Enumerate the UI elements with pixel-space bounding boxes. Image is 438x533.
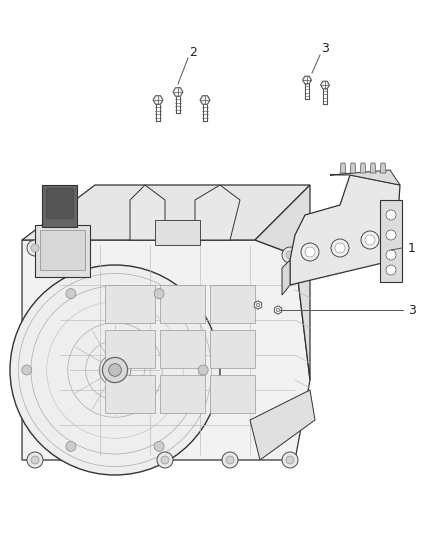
Circle shape	[305, 247, 315, 257]
Circle shape	[331, 239, 349, 257]
Polygon shape	[130, 185, 165, 240]
Circle shape	[386, 250, 396, 260]
Circle shape	[27, 452, 43, 468]
Bar	[155, 220, 200, 245]
Polygon shape	[350, 163, 356, 173]
Circle shape	[282, 452, 298, 468]
Bar	[105, 330, 155, 368]
Bar	[105, 375, 155, 413]
Polygon shape	[370, 163, 376, 173]
Circle shape	[102, 358, 127, 383]
Bar	[42, 185, 77, 227]
Circle shape	[66, 441, 76, 451]
Polygon shape	[22, 240, 310, 460]
Circle shape	[226, 456, 234, 464]
Polygon shape	[250, 390, 315, 460]
Circle shape	[386, 230, 396, 240]
Circle shape	[154, 441, 164, 451]
Circle shape	[22, 365, 32, 375]
Polygon shape	[282, 260, 290, 295]
Text: 3: 3	[321, 43, 329, 55]
Circle shape	[286, 251, 294, 259]
Circle shape	[161, 456, 169, 464]
Bar	[105, 285, 155, 323]
Circle shape	[386, 265, 396, 275]
Bar	[160, 285, 205, 323]
Polygon shape	[340, 163, 346, 173]
Circle shape	[222, 452, 238, 468]
Text: 3: 3	[408, 303, 416, 317]
Circle shape	[10, 265, 220, 475]
Polygon shape	[195, 185, 240, 240]
Circle shape	[276, 308, 280, 312]
Bar	[40, 230, 85, 270]
Polygon shape	[22, 185, 310, 240]
Circle shape	[31, 456, 39, 464]
Polygon shape	[380, 163, 386, 173]
Circle shape	[301, 243, 319, 261]
Circle shape	[27, 240, 43, 256]
Circle shape	[335, 243, 345, 253]
Bar	[210, 330, 255, 368]
Bar	[160, 330, 205, 368]
Text: 1: 1	[408, 241, 416, 254]
Bar	[46, 188, 73, 218]
Circle shape	[198, 365, 208, 375]
Bar	[380, 200, 402, 282]
Circle shape	[365, 235, 375, 245]
Bar	[210, 375, 255, 413]
Circle shape	[361, 231, 379, 249]
Polygon shape	[360, 163, 366, 173]
Polygon shape	[255, 185, 310, 380]
Circle shape	[109, 364, 121, 376]
Circle shape	[157, 452, 173, 468]
Circle shape	[282, 247, 298, 263]
Polygon shape	[330, 170, 400, 185]
Bar	[35, 225, 90, 277]
Bar	[210, 285, 255, 323]
Bar	[160, 375, 205, 413]
Circle shape	[256, 303, 260, 307]
Circle shape	[66, 288, 76, 298]
Circle shape	[154, 288, 164, 298]
Circle shape	[31, 244, 39, 252]
Text: 2: 2	[189, 45, 197, 59]
Circle shape	[286, 456, 294, 464]
Circle shape	[386, 210, 396, 220]
Polygon shape	[290, 175, 400, 285]
